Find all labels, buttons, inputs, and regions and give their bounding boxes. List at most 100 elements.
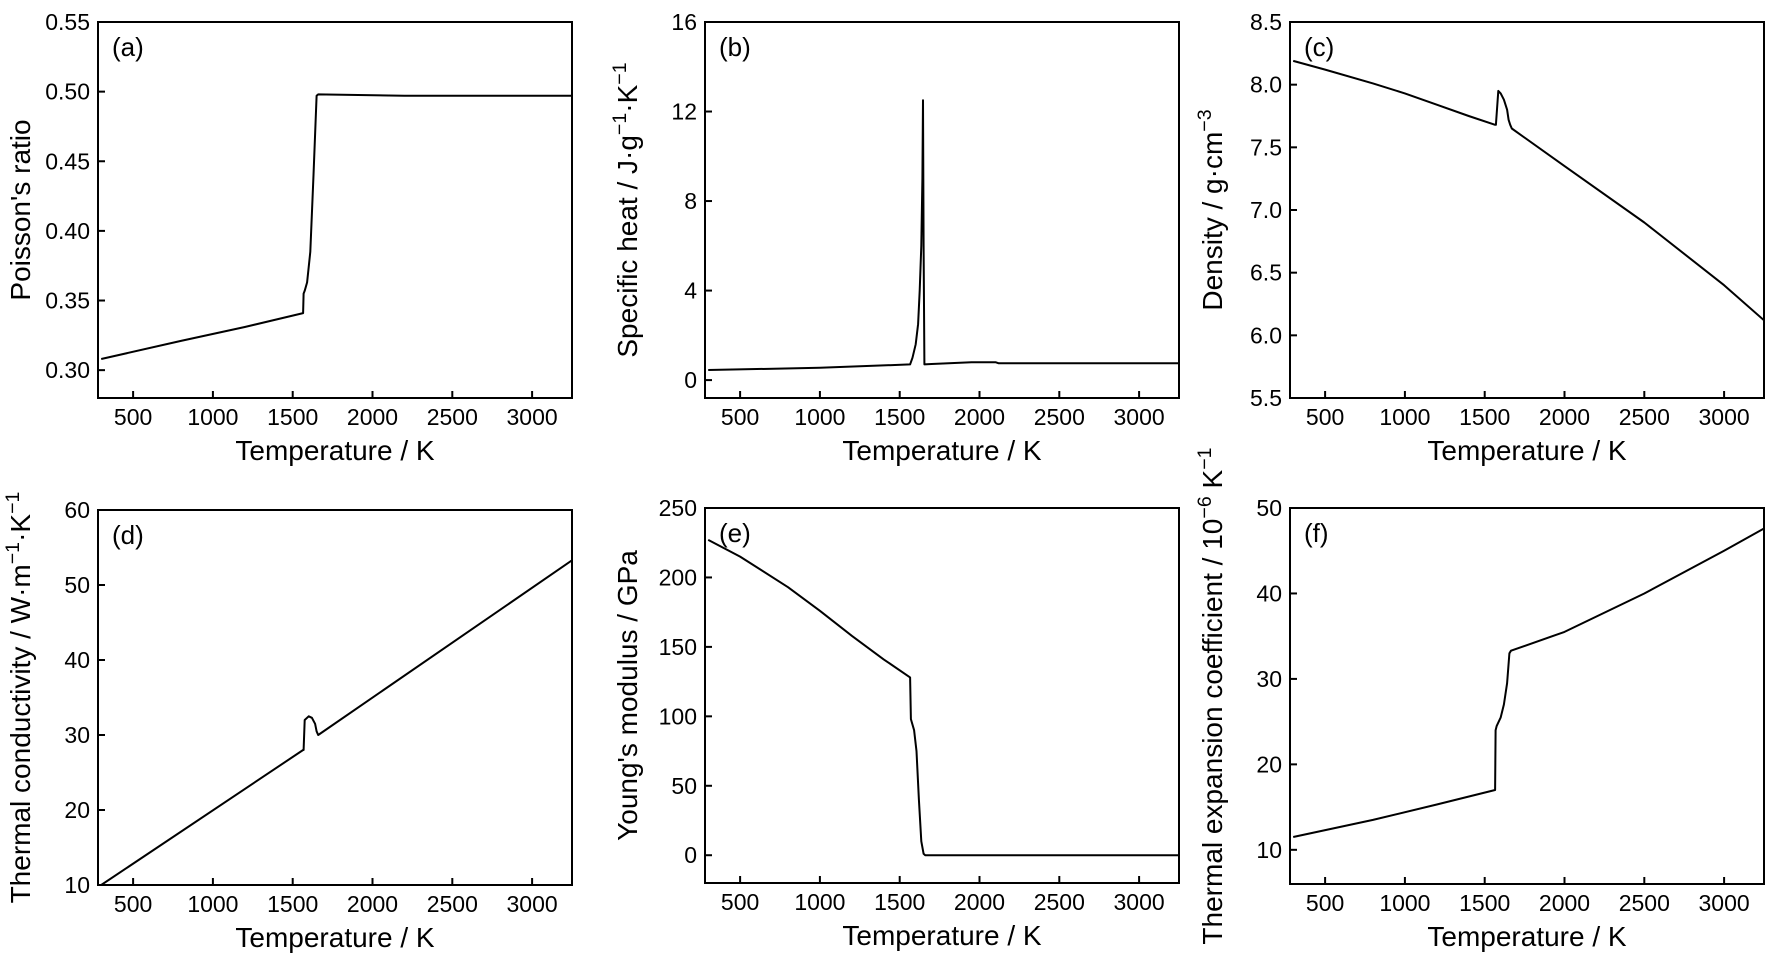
x-tick-label: 2000 xyxy=(347,404,398,430)
x-tick-label: 2500 xyxy=(427,404,478,430)
y-axis-label: Young's modulus / GPa xyxy=(612,550,643,841)
panel-label: (a) xyxy=(112,32,144,62)
x-tick-label: 3000 xyxy=(1699,890,1750,916)
y-axis-label: Thermal expansion coefficient / 10−6 K−1 xyxy=(1194,447,1228,944)
y-tick-label: 12 xyxy=(671,99,697,125)
y-tick-label: 5.5 xyxy=(1250,385,1282,411)
x-tick-label: 3000 xyxy=(1114,889,1165,915)
plot-frame xyxy=(704,21,1180,399)
y-tick-label: 50 xyxy=(64,572,90,598)
y-tick-label: 4 xyxy=(684,278,697,304)
plot-frame xyxy=(97,509,573,886)
x-tick-label: 1500 xyxy=(267,891,318,917)
x-tick-label: 2500 xyxy=(427,891,478,917)
panel-label: (c) xyxy=(1304,32,1334,62)
chart-panel-e: 500 1000 1500 2000 2500 3000 0 50 100 150 200 250 Te… xyxy=(612,495,1180,951)
x-tick-label: 2000 xyxy=(1539,404,1590,430)
x-tick-label: 2500 xyxy=(1619,404,1670,430)
x-tick-label: 1000 xyxy=(187,404,238,430)
chart-panel-f: 500 1000 1500 2000 2500 3000 10 20 30 40 50 Tempera… xyxy=(1194,447,1765,952)
plot-frame xyxy=(704,507,1180,884)
panel-label: (b) xyxy=(719,32,751,62)
x-tick-label: 1000 xyxy=(187,891,238,917)
x-tick-label: 3000 xyxy=(507,404,558,430)
y-tick-label: 10 xyxy=(64,872,90,898)
y-tick-label: 50 xyxy=(1256,495,1282,521)
y-tick-label: 10 xyxy=(1256,837,1282,863)
y-tick-label: 250 xyxy=(659,495,697,521)
x-tick-label: 1500 xyxy=(874,889,925,915)
y-tick-label: 8 xyxy=(684,188,697,214)
y-tick-label: 0 xyxy=(684,842,697,868)
y-tick-label: 50 xyxy=(671,773,697,799)
x-tick-label: 2000 xyxy=(954,889,1005,915)
x-tick-label: 1500 xyxy=(1459,890,1510,916)
y-tick-label: 0.50 xyxy=(45,79,90,105)
x-axis-label: Temperature / K xyxy=(842,920,1042,951)
data-line xyxy=(1292,527,1764,838)
data-line xyxy=(100,93,572,360)
y-tick-label: 20 xyxy=(64,797,90,823)
y-tick-label: 6.0 xyxy=(1250,322,1282,348)
y-tick-label: 8.5 xyxy=(1250,9,1282,35)
plot-frame xyxy=(1289,507,1765,885)
y-tick-label: 100 xyxy=(659,703,697,729)
y-tick-label: 0.30 xyxy=(45,357,90,383)
panel-label: (e) xyxy=(719,518,751,548)
panel-label: (f) xyxy=(1304,518,1329,548)
x-tick-label: 2000 xyxy=(347,891,398,917)
y-tick-label: 8.0 xyxy=(1250,72,1282,98)
x-tick-label: 3000 xyxy=(507,891,558,917)
data-line xyxy=(100,559,572,885)
x-tick-label: 3000 xyxy=(1114,404,1165,430)
y-axis-label: Specific heat / J·g−1·K−1 xyxy=(609,62,643,357)
chart-panel-d: 500 1000 1500 2000 2500 3000 10 20 30 40 50 60 Tempe… xyxy=(2,492,573,953)
y-tick-label: 40 xyxy=(64,647,90,673)
x-tick-label: 500 xyxy=(114,891,152,917)
x-tick-label: 2500 xyxy=(1619,890,1670,916)
y-tick-label: 7.5 xyxy=(1250,134,1282,160)
y-tick-label: 0 xyxy=(684,367,697,393)
data-line xyxy=(1292,59,1764,322)
data-line xyxy=(708,99,1179,371)
chart-panel-a: 500 1000 1500 2000 2500 3000 0.30 0.35 0.40 0.45 0… xyxy=(5,9,573,466)
x-tick-label: 500 xyxy=(114,404,152,430)
y-tick-label: 0.55 xyxy=(45,9,90,35)
plot-frame xyxy=(97,21,573,399)
y-tick-label: 40 xyxy=(1256,580,1282,606)
y-tick-label: 150 xyxy=(659,634,697,660)
panel-label: (d) xyxy=(112,520,144,550)
x-tick-label: 1500 xyxy=(874,404,925,430)
y-tick-label: 60 xyxy=(64,497,90,523)
y-tick-label: 30 xyxy=(64,722,90,748)
x-axis-label: Temperature / K xyxy=(1427,921,1627,952)
x-tick-label: 1500 xyxy=(267,404,318,430)
chart-panel-b: 500 1000 1500 2000 2500 3000 0 4 8 12 16 Temperatur… xyxy=(609,9,1180,466)
x-tick-label: 500 xyxy=(721,889,759,915)
x-tick-label: 2000 xyxy=(954,404,1005,430)
y-axis-label: Density / g·cm−3 xyxy=(1194,109,1228,310)
y-tick-label: 0.45 xyxy=(45,148,90,174)
y-tick-label: 20 xyxy=(1256,751,1282,777)
x-tick-label: 2500 xyxy=(1034,404,1085,430)
x-tick-label: 1000 xyxy=(1379,404,1430,430)
y-tick-label: 6.5 xyxy=(1250,260,1282,286)
x-tick-label: 500 xyxy=(1306,404,1344,430)
x-tick-label: 2000 xyxy=(1539,890,1590,916)
x-tick-label: 1000 xyxy=(794,889,845,915)
x-axis-label: Temperature / K xyxy=(842,435,1042,466)
x-tick-label: 500 xyxy=(721,404,759,430)
data-line xyxy=(707,539,1179,857)
x-tick-label: 500 xyxy=(1306,890,1344,916)
y-tick-label: 0.35 xyxy=(45,288,90,314)
x-axis-label: Temperature / K xyxy=(235,435,435,466)
x-tick-label: 1000 xyxy=(1379,890,1430,916)
y-tick-label: 200 xyxy=(659,564,697,590)
y-tick-label: 7.0 xyxy=(1250,197,1282,223)
x-tick-label: 1000 xyxy=(794,404,845,430)
y-tick-label: 16 xyxy=(671,9,697,35)
y-axis-label: Poisson's ratio xyxy=(5,119,36,300)
x-tick-label: 1500 xyxy=(1459,404,1510,430)
y-tick-label: 0.40 xyxy=(45,218,90,244)
